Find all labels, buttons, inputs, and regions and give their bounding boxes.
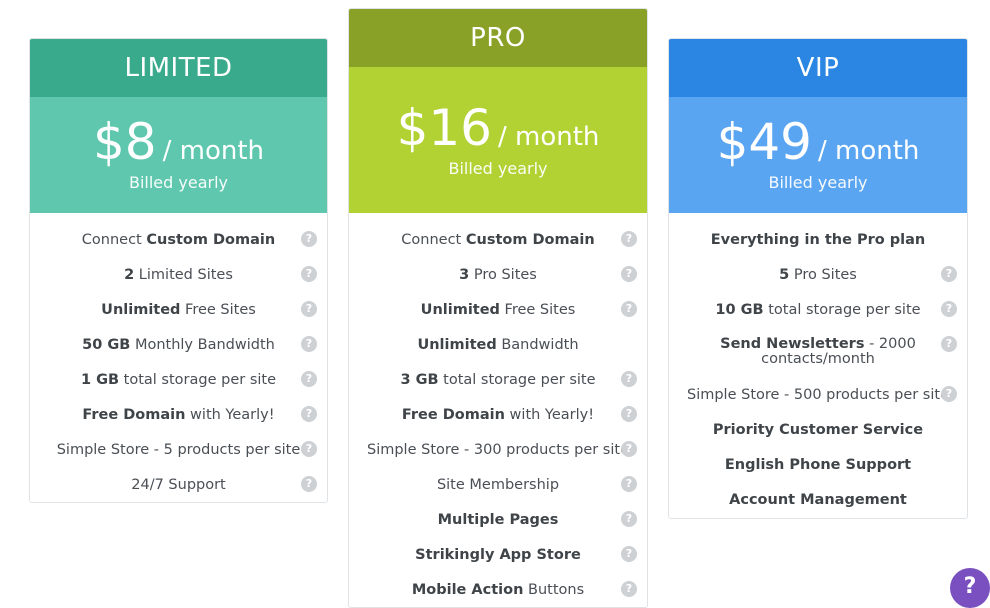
- feature-item: Unlimited Free Sites?: [349, 299, 647, 334]
- feature-item: Site Membership?: [349, 474, 647, 509]
- feature-item: Multiple Pages?: [349, 509, 647, 544]
- question-circle-icon[interactable]: ?: [621, 371, 637, 387]
- plan-price-block: $8/ month Billed yearly: [30, 97, 327, 213]
- question-circle-icon[interactable]: ?: [621, 546, 637, 562]
- question-circle-icon[interactable]: ?: [941, 301, 957, 317]
- question-circle-icon[interactable]: ?: [301, 336, 317, 352]
- feature-item: 3 GB total storage per site?: [349, 369, 647, 404]
- plan-title: LIMITED: [30, 39, 327, 97]
- question-circle-icon[interactable]: ?: [621, 406, 637, 422]
- question-circle-icon[interactable]: ?: [301, 371, 317, 387]
- price-period: / month: [498, 122, 600, 152]
- feature-item: Send Newsletters - 2000 contacts/month?: [669, 334, 967, 384]
- question-circle-icon[interactable]: ?: [621, 476, 637, 492]
- plan-price-block: $16/ month Billed yearly: [349, 67, 647, 213]
- plan-card-limited: LIMITED $8/ month Billed yearly Connect …: [29, 38, 328, 503]
- feature-item: Unlimited Free Sites?: [30, 299, 327, 334]
- question-circle-icon[interactable]: ?: [301, 476, 317, 492]
- plan-card-pro: PRO $16/ month Billed yearly Connect Cus…: [348, 8, 648, 608]
- billing-note: Billed yearly: [128, 173, 228, 192]
- question-circle-icon[interactable]: ?: [301, 231, 317, 247]
- feature-item: Simple Store - 300 products per site?: [349, 439, 647, 474]
- plan-price-block: $49/ month Billed yearly: [669, 97, 967, 213]
- feature-item: Unlimited Bandwidth: [417, 337, 579, 353]
- question-circle-icon[interactable]: ?: [941, 266, 957, 282]
- plan-card-vip: VIP $49/ month Billed yearly Everything …: [668, 38, 968, 519]
- feature-item: 10 GB total storage per site?: [669, 299, 967, 334]
- price-period: / month: [818, 136, 920, 166]
- question-circle-icon[interactable]: ?: [621, 581, 637, 597]
- question-circle-icon[interactable]: ?: [621, 301, 637, 317]
- feature-item: Simple Store - 5 products per site?: [30, 439, 327, 474]
- feature-item: 50 GB Monthly Bandwidth?: [30, 334, 327, 369]
- feature-item: 2 Limited Sites?: [30, 264, 327, 299]
- feature-item: Free Domain with Yearly!?: [30, 404, 327, 439]
- feature-item: 5 Pro Sites?: [669, 264, 967, 299]
- question-circle-icon[interactable]: ?: [621, 511, 637, 527]
- feature-item: Account Management: [729, 492, 907, 508]
- feature-list: Everything in the Pro plan 5 Pro Sites? …: [669, 213, 967, 518]
- billing-note: Billed yearly: [448, 159, 548, 178]
- question-circle-icon[interactable]: ?: [941, 336, 957, 352]
- question-circle-icon[interactable]: ?: [301, 406, 317, 422]
- question-circle-icon[interactable]: ?: [301, 266, 317, 282]
- question-circle-icon[interactable]: ?: [621, 441, 637, 457]
- question-circle-icon[interactable]: ?: [621, 266, 637, 282]
- feature-item: Connect Custom Domain?: [30, 229, 327, 264]
- feature-item: Connect Custom Domain?: [349, 229, 647, 264]
- feature-list: Connect Custom Domain? 2 Limited Sites? …: [30, 213, 327, 502]
- price-amount: $8: [92, 113, 157, 171]
- price-amount: $16: [396, 99, 492, 157]
- question-circle-icon[interactable]: ?: [301, 301, 317, 317]
- feature-item: Priority Customer Service: [712, 422, 924, 438]
- plan-title: VIP: [669, 39, 967, 97]
- billing-note: Billed yearly: [768, 173, 868, 192]
- question-circle-icon[interactable]: ?: [301, 441, 317, 457]
- help-bubble-icon[interactable]: ?: [950, 568, 990, 608]
- feature-item: Everything in the Pro plan: [710, 232, 926, 248]
- feature-item: Strikingly App Store?: [349, 544, 647, 579]
- feature-item: 24/7 Support?: [30, 474, 327, 502]
- feature-item: Simple Store - 500 products per site?: [669, 384, 967, 419]
- feature-item: English Phone Support: [724, 457, 912, 473]
- price-period: / month: [162, 136, 265, 166]
- plan-title: PRO: [349, 9, 647, 67]
- feature-item: Free Domain with Yearly!?: [349, 404, 647, 439]
- question-circle-icon[interactable]: ?: [941, 386, 957, 402]
- feature-item: 1 GB total storage per site?: [30, 369, 327, 404]
- feature-item: 3 Pro Sites?: [349, 264, 647, 299]
- question-circle-icon[interactable]: ?: [621, 231, 637, 247]
- feature-list: Connect Custom Domain? 3 Pro Sites? Unli…: [349, 213, 647, 607]
- price-amount: $49: [716, 113, 812, 171]
